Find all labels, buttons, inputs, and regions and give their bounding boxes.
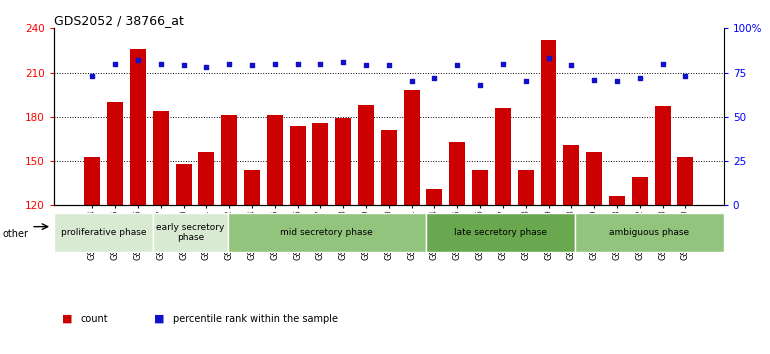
Bar <box>358 105 374 205</box>
Bar <box>153 213 228 252</box>
Point <box>520 79 532 84</box>
Bar <box>449 142 465 205</box>
Point <box>383 63 395 68</box>
Bar <box>541 40 557 205</box>
Point <box>269 61 281 67</box>
Bar <box>176 164 192 205</box>
Point <box>132 57 144 63</box>
Bar <box>654 107 671 205</box>
Point <box>656 61 668 67</box>
Bar <box>586 152 602 205</box>
Bar <box>564 145 579 205</box>
Bar <box>267 115 283 205</box>
Bar <box>427 189 443 205</box>
Point <box>223 61 236 67</box>
Bar <box>221 115 237 205</box>
Point <box>406 79 418 84</box>
Text: percentile rank within the sample: percentile rank within the sample <box>173 314 338 324</box>
Point <box>634 75 646 81</box>
Bar <box>54 213 153 252</box>
Point <box>588 77 601 82</box>
Text: other: other <box>2 229 28 239</box>
Point <box>542 56 554 61</box>
Bar <box>381 130 397 205</box>
Point <box>474 82 486 88</box>
Bar <box>403 90 420 205</box>
Bar <box>199 152 214 205</box>
Text: GDS2052 / 38766_at: GDS2052 / 38766_at <box>54 14 184 27</box>
Point <box>337 59 350 65</box>
Bar <box>290 126 306 205</box>
Point <box>451 63 464 68</box>
Bar <box>130 49 146 205</box>
Point <box>497 61 509 67</box>
Text: ■: ■ <box>62 314 72 324</box>
Bar <box>335 118 351 205</box>
Point <box>155 61 167 67</box>
Point <box>86 73 99 79</box>
Text: mid secretory phase: mid secretory phase <box>280 228 373 237</box>
Text: proliferative phase: proliferative phase <box>61 228 146 237</box>
Point <box>200 64 213 70</box>
Text: ambiguous phase: ambiguous phase <box>609 228 689 237</box>
Point <box>177 63 189 68</box>
Text: early secretory
phase: early secretory phase <box>156 223 225 242</box>
Point <box>428 75 440 81</box>
Bar <box>313 123 329 205</box>
Text: late secretory phase: late secretory phase <box>454 228 547 237</box>
Point <box>360 63 372 68</box>
Point <box>109 61 122 67</box>
Bar <box>495 108 511 205</box>
Text: count: count <box>81 314 109 324</box>
Bar <box>517 170 534 205</box>
Bar <box>85 156 100 205</box>
Point <box>611 79 623 84</box>
Bar <box>107 102 123 205</box>
Bar <box>472 170 488 205</box>
Point <box>292 61 304 67</box>
Bar <box>426 213 575 252</box>
Bar <box>244 170 260 205</box>
Point <box>679 73 691 79</box>
Point <box>565 63 578 68</box>
Bar <box>152 111 169 205</box>
Bar <box>609 196 625 205</box>
Bar <box>228 213 426 252</box>
Point <box>246 63 258 68</box>
Bar <box>575 213 724 252</box>
Point <box>314 61 326 67</box>
Text: ■: ■ <box>154 314 165 324</box>
Bar <box>678 156 693 205</box>
Bar <box>631 177 648 205</box>
